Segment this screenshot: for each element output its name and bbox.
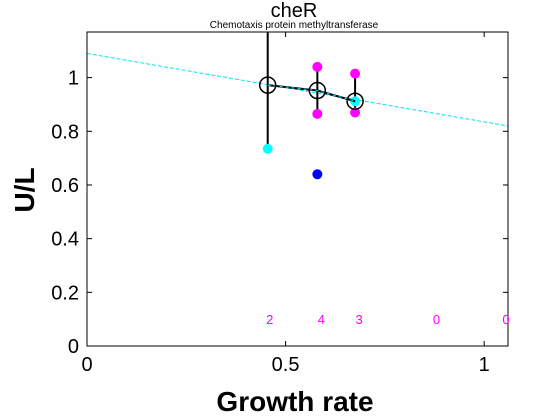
x-tick-label: 0 [81,354,92,376]
y-tick-label: 0.2 [51,282,79,304]
plot-inner [87,32,508,180]
plot-area: 0 0.5 100.20.40.60.812 4 3 0 0 [51,31,510,376]
y-tick-label: 0.6 [51,175,79,197]
y-tick-label: 0.4 [51,229,79,251]
mean-marker [346,92,364,110]
x-tick-label: 0.5 [272,354,300,376]
chart-subtitle: Chemotaxis protein methyltransferase [210,20,379,31]
data-point [262,143,273,154]
data-point [312,61,323,72]
y-tick-label: 1 [68,68,79,90]
plot-frame [86,31,509,347]
data-point [350,107,361,118]
sample-count-label: 3 [355,312,362,327]
sample-count-label: 4 [318,312,325,327]
chart-title: cheR [271,0,318,22]
sample-count-label: 0 [433,312,440,327]
data-point [350,68,361,79]
y-tick-label: 0 [68,336,79,358]
fit-line [87,52,508,127]
x-tick-label: 1 [479,354,490,376]
sample-count-label: 0 [502,312,509,327]
y-axis-label: U/L [9,167,40,212]
mean-marker [258,76,277,94]
x-axis-label: Growth rate [216,386,373,417]
mean-marker [308,81,327,100]
sample-count-label: 2 [266,312,273,327]
mean-line-overlay [267,84,356,102]
data-point [312,169,323,180]
data-point [312,108,323,119]
y-tick-label: 0.8 [51,121,79,143]
